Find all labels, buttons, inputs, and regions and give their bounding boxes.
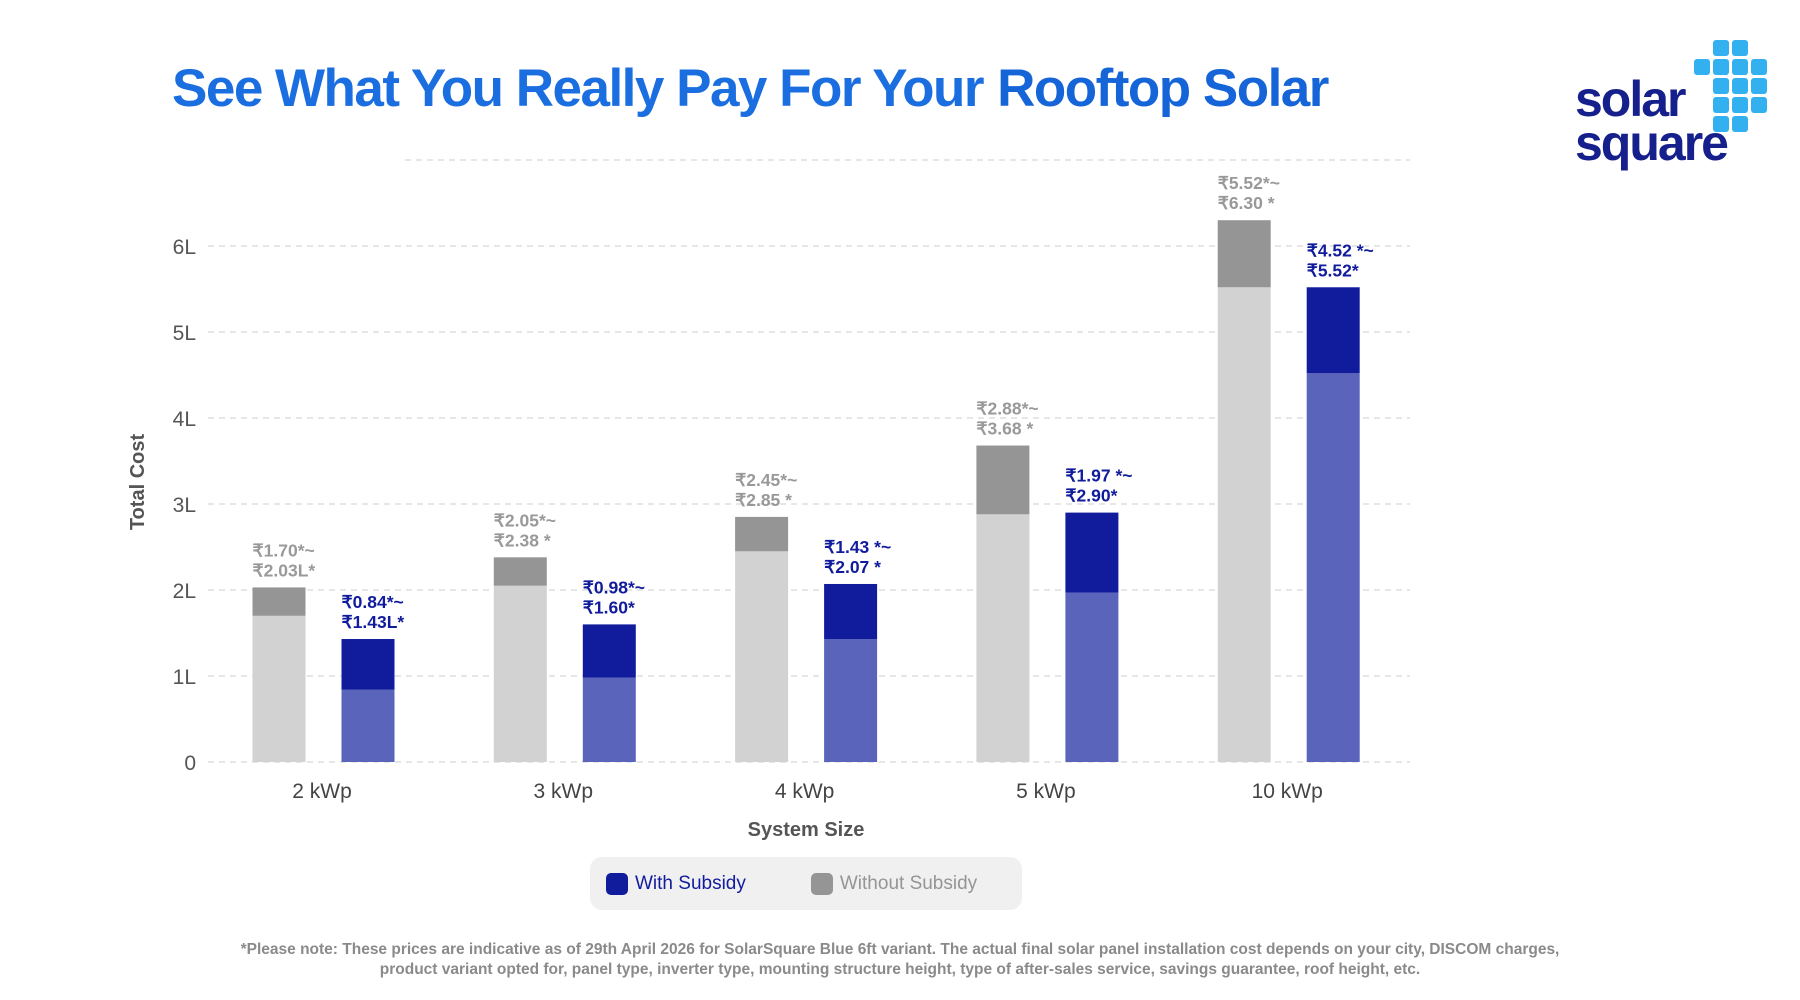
legend-label: Without Subsidy xyxy=(839,872,978,894)
bar-with-subsidy-range xyxy=(824,583,878,640)
bar-with-subsidy-range xyxy=(582,624,636,678)
data-label: ₹2.90* xyxy=(1065,486,1117,506)
title-part2: Rooftop Solar xyxy=(997,59,1329,118)
data-label: ₹2.85 * xyxy=(735,490,792,510)
data-label: ₹0.98*~ xyxy=(583,577,645,597)
data-label: ₹5.52* xyxy=(1307,260,1359,280)
data-label: ₹1.97 *~ xyxy=(1065,466,1132,486)
page-title: See What You Really Pay For Your Rooftop … xyxy=(172,58,1329,119)
bar-with-subsidy-range xyxy=(1306,287,1360,374)
bar-without-subsidy-min xyxy=(1217,287,1271,762)
svg-text:solar: solar xyxy=(1575,71,1686,127)
bar-without-subsidy-range xyxy=(976,445,1030,515)
footnote-line: *Please note: These prices are indicativ… xyxy=(240,941,1560,958)
legend-swatch-with xyxy=(606,872,628,895)
data-label: ₹1.70*~ xyxy=(253,540,315,560)
x-tick-label: 5 kWp xyxy=(1016,780,1076,803)
data-label: ₹2.45*~ xyxy=(735,470,797,490)
data-label: ₹1.43L* xyxy=(342,612,405,632)
bar-without-subsidy-min xyxy=(493,585,547,762)
x-tick-label: 2 kWp xyxy=(292,780,352,803)
footnote: *Please note: These prices are indicativ… xyxy=(0,940,1800,980)
data-label: ₹3.68 * xyxy=(976,419,1033,439)
data-label: ₹5.52*~ xyxy=(1218,173,1280,193)
data-label: ₹2.05*~ xyxy=(494,510,556,530)
bar-without-subsidy-range xyxy=(493,557,547,586)
data-label: ₹2.07 * xyxy=(824,557,881,577)
data-label: ₹2.03L* xyxy=(253,560,316,580)
data-label: ₹2.38 * xyxy=(494,530,551,550)
bar-with-subsidy-range xyxy=(341,639,395,690)
bar-without-subsidy-range xyxy=(252,587,306,616)
data-label: ₹1.43 *~ xyxy=(824,537,891,557)
solarsquare-logo: solar square xyxy=(1575,40,1767,171)
bar-with-subsidy-min xyxy=(824,639,878,762)
y-tick-label: 2L xyxy=(173,580,196,603)
bar-without-subsidy-min xyxy=(252,615,306,762)
bar-without-subsidy-min xyxy=(976,514,1030,762)
x-tick-label: 4 kWp xyxy=(775,780,835,803)
cost-bar-chart: 0 1L 2L 3L 4L 5L 6L Total Cost System Size 2 kWp ₹… xyxy=(127,159,1410,841)
bar-with-subsidy-range xyxy=(1065,512,1119,593)
bar-with-subsidy-min xyxy=(582,677,636,762)
x-axis-label: System Size xyxy=(748,819,865,841)
data-label: ₹0.84*~ xyxy=(342,592,404,612)
bar-with-subsidy-min xyxy=(341,689,395,762)
legend-with-subsidy[interactable]: With Subsidy xyxy=(606,872,746,895)
title-part1: See What You Really Pay For Your xyxy=(172,59,985,118)
legend-without-subsidy[interactable]: Without Subsidy xyxy=(810,872,978,895)
bar-without-subsidy-range xyxy=(1217,220,1271,288)
x-tick-label: 10 kWp xyxy=(1252,780,1323,803)
y-tick-label: 1L xyxy=(173,666,196,689)
bar-with-subsidy-min xyxy=(1065,592,1119,762)
x-tick-label: 3 kWp xyxy=(534,780,594,803)
legend-swatch-without xyxy=(810,872,833,895)
bar-with-subsidy-min xyxy=(1306,373,1360,762)
bar-without-subsidy-range xyxy=(735,516,789,552)
data-label: ₹2.88*~ xyxy=(976,399,1038,419)
data-label: ₹1.60* xyxy=(583,597,635,617)
logo-panel-grid-icon xyxy=(1694,40,1767,132)
data-label: ₹6.30 * xyxy=(1218,193,1275,213)
bar-without-subsidy-min xyxy=(735,551,789,762)
y-tick-label: 3L xyxy=(173,494,196,517)
legend: With Subsidy Without Subsidy xyxy=(590,857,1022,910)
y-tick-label: 4L xyxy=(173,408,196,431)
y-tick-label: 6L xyxy=(173,236,196,259)
y-tick-label: 0 xyxy=(184,752,196,775)
y-tick-label: 5L xyxy=(173,322,196,345)
legend-label: With Subsidy xyxy=(635,872,746,894)
svg-text:square: square xyxy=(1575,115,1728,171)
y-axis-label: Total Cost xyxy=(127,434,149,531)
data-label: ₹4.52 *~ xyxy=(1307,240,1374,260)
footnote-line: product variant opted for, panel type, i… xyxy=(379,961,1421,978)
